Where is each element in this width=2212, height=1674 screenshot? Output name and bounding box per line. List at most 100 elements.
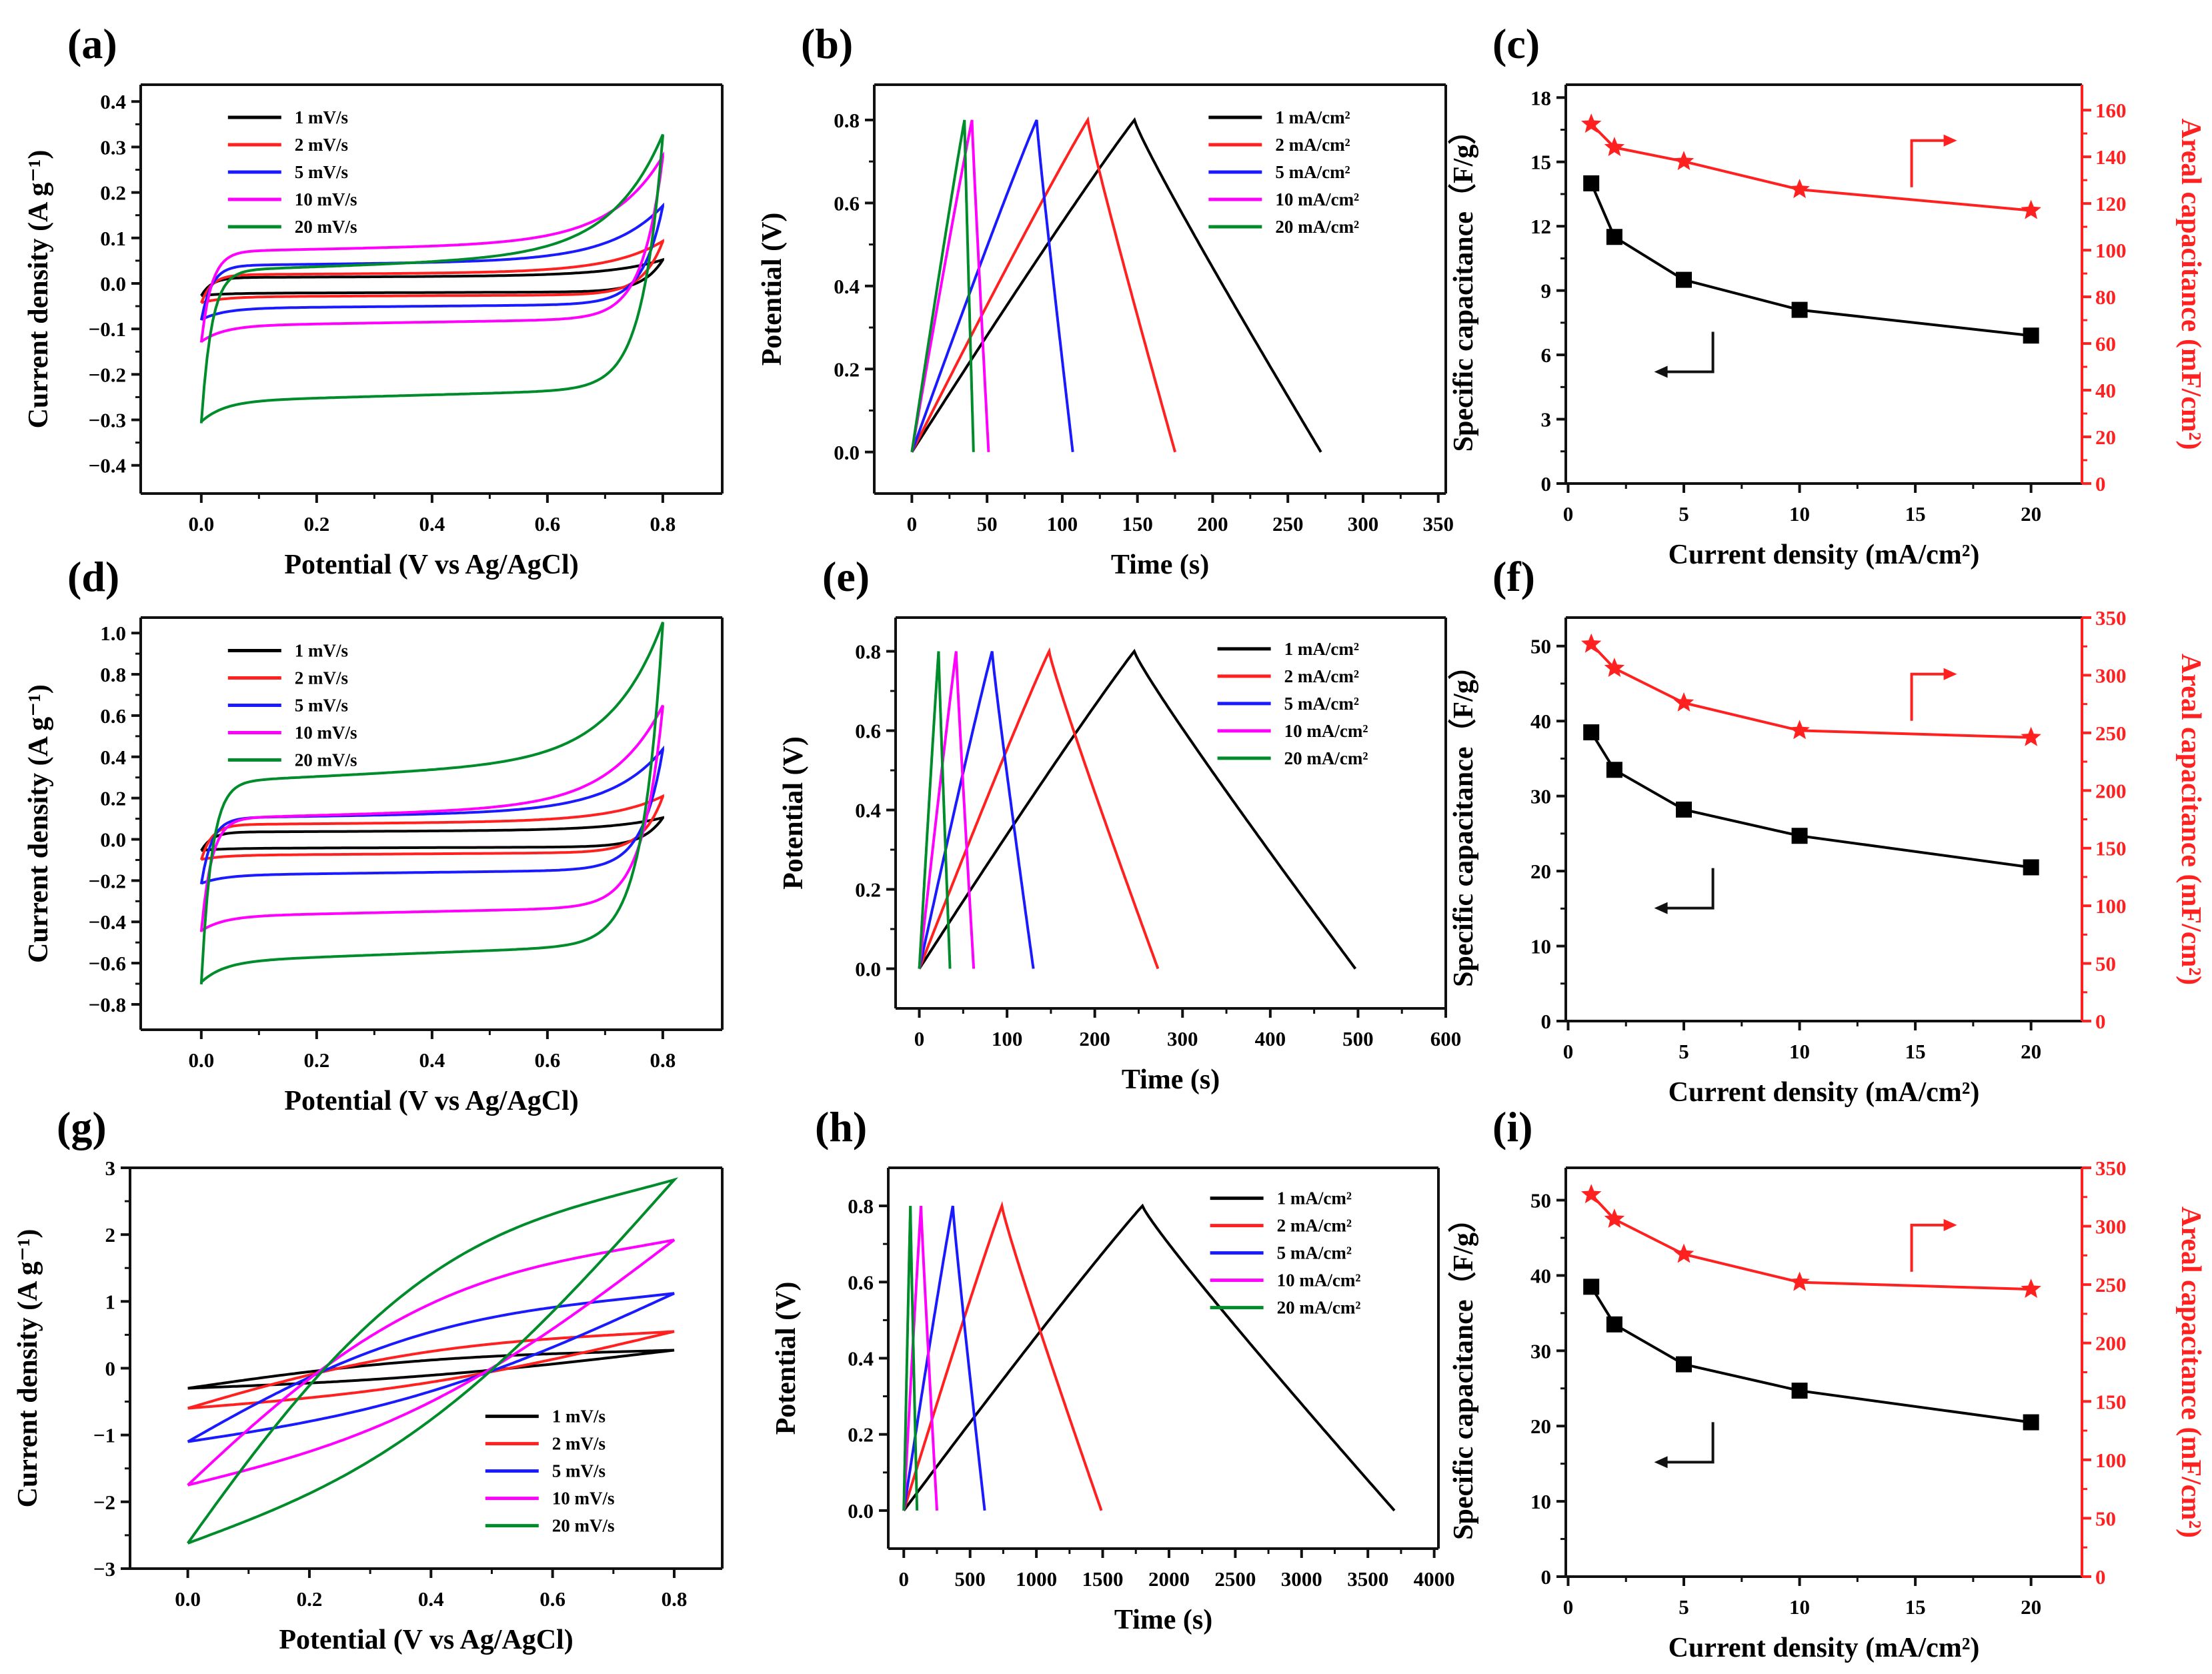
right-arrowhead-icon <box>1943 668 1957 680</box>
series-line-4 <box>187 1238 676 1487</box>
series-line-2 <box>187 1330 675 1410</box>
right-axis-arrow-icon <box>1910 1223 1945 1272</box>
y-tick-label: 40 <box>1530 1264 1551 1287</box>
y2-tick-label: 160 <box>2095 99 2127 122</box>
x-tick-label: 400 <box>1255 1027 1286 1050</box>
square-marker <box>2023 327 2039 344</box>
plot-area <box>186 1177 679 1545</box>
y2-axis-label: Areal capacitance (mF/cm²) <box>2175 119 2206 450</box>
y-tick-label: 0.0 <box>848 1499 874 1523</box>
y-tick-label: 0.4 <box>100 746 126 769</box>
series-line-4 <box>199 151 664 343</box>
x-tick-label: 0.2 <box>303 512 329 536</box>
y2-tick-label: 0 <box>2095 1010 2106 1033</box>
panel-label: (a) <box>67 20 117 67</box>
plot-area <box>199 622 664 985</box>
x-tick-label: 0.6 <box>535 512 561 536</box>
y-tick-label: 6 <box>1541 343 1552 367</box>
x-tick-label: 0.0 <box>188 1048 214 1072</box>
y-tick-label: −0.6 <box>89 952 126 975</box>
y-tick-label: 0.3 <box>100 135 126 159</box>
square-marker <box>1791 1383 1808 1399</box>
x-tick-label: 5 <box>1679 1595 1689 1619</box>
y-tick-label: 15 <box>1530 151 1551 174</box>
x-tick-label: 15 <box>1905 1595 1926 1619</box>
y-tick-label: 0.0 <box>100 828 126 852</box>
y-tick-label: 18 <box>1530 86 1551 109</box>
y2-tick-label: 60 <box>2095 332 2116 355</box>
series-line-1 <box>902 1203 1396 1512</box>
square-marker <box>1676 271 1693 288</box>
y-tick-label: 0.4 <box>848 1347 874 1371</box>
y-tick-label: −0.8 <box>89 993 126 1016</box>
y2-tick-label: 20 <box>2095 426 2116 449</box>
y-tick-label: 0.6 <box>848 1271 874 1294</box>
x-axis-label: Potential (V vs Ag/AgCl) <box>284 550 578 580</box>
y-axis-label: Potential (V) <box>778 736 809 890</box>
right-arrowhead-icon <box>1943 1218 1957 1231</box>
y2-tick-label: 350 <box>2095 606 2127 630</box>
series-line-5 <box>910 119 975 453</box>
legend-label: 1 mV/s <box>295 107 348 127</box>
series-line-5 <box>199 622 664 985</box>
y-tick-label: 0.8 <box>834 109 860 132</box>
legend-label: 20 mA/cm² <box>1284 748 1368 768</box>
y-tick-label: 9 <box>1541 279 1552 303</box>
plot-area <box>1581 633 2041 876</box>
y-axis-label: Potential (V) <box>757 213 788 366</box>
legend: 1 mA/cm² 2 mA/cm² 5 mA/cm² 10 mA/cm² 20 mA/c… <box>1208 107 1359 237</box>
chart-panel-e: (e) 0 100 200 300 400 500 600 0.0 0.2 0.4 0.6 0.8 Tim… <box>778 553 1461 1095</box>
x-tick-label: 15 <box>1905 502 1926 526</box>
x-tick-label: 0.0 <box>188 512 214 536</box>
x-tick-label: 0.4 <box>419 1048 445 1072</box>
x-tick-label: 0.6 <box>535 1048 561 1072</box>
x-tick-label: 2000 <box>1148 1567 1190 1591</box>
y2-tick-label: 300 <box>2095 664 2127 687</box>
panel-label: (c) <box>1492 20 1540 67</box>
y2-tick-label: 0 <box>2095 1565 2106 1589</box>
panel-label: (h) <box>815 1103 867 1150</box>
legend-label: 10 mV/s <box>295 722 357 742</box>
areal-capacitance-line <box>1590 123 2031 212</box>
square-marker <box>1606 229 1622 245</box>
x-axis-label: Time (s) <box>1114 1605 1212 1635</box>
y-axis-label: Specific capacitance（F/g） <box>1448 117 1479 452</box>
series-line-1 <box>910 117 1322 453</box>
y-tick-label: 30 <box>1530 1339 1551 1363</box>
chart-panel-i: (i)0 5 10 15 2001020304050050100150200250300… <box>1448 1103 2206 1663</box>
y2-tick-label: 140 <box>2095 145 2127 169</box>
series-line-5 <box>186 1177 679 1545</box>
right-axis-arrow-icon <box>1910 139 1945 187</box>
y-tick-label: −0.3 <box>89 409 126 432</box>
series-line-2 <box>910 116 1177 453</box>
y-tick-label: 20 <box>1530 1415 1551 1438</box>
x-tick-label: 1000 <box>1016 1567 1057 1591</box>
left-arrowhead-icon <box>1654 365 1668 378</box>
series-line-4 <box>918 651 976 969</box>
y-tick-label: −0.4 <box>89 454 126 478</box>
square-marker <box>1583 175 1600 191</box>
y-tick-label: −0.1 <box>89 317 126 341</box>
y-tick-label: 0.4 <box>100 90 126 113</box>
star-marker <box>1789 1271 1810 1291</box>
x-tick-label: 10 <box>1789 1595 1810 1619</box>
x-tick-label: 10 <box>1789 502 1810 526</box>
specific-capacitance-line <box>1590 1286 2031 1424</box>
x-axis-label: Current density (mA/cm²) <box>1669 540 1980 570</box>
plot-area <box>1581 113 2041 344</box>
panel-label: (b) <box>801 20 853 67</box>
x-tick-label: 200 <box>1197 512 1228 536</box>
legend-label: 2 mV/s <box>295 135 348 155</box>
series-line-4 <box>199 704 664 932</box>
x-tick-label: 600 <box>1430 1027 1462 1050</box>
series-line-1 <box>918 648 1357 970</box>
y2-tick-label: 200 <box>2095 779 2127 802</box>
legend-label: 10 mV/s <box>295 189 357 209</box>
y-tick-label: 12 <box>1530 215 1551 238</box>
y2-axis-label: Areal capacitance (mF/cm²) <box>2175 654 2206 985</box>
areal-capacitance-line <box>1590 643 2031 739</box>
x-tick-label: 0 <box>914 1027 925 1050</box>
series-line-4 <box>902 1205 938 1511</box>
y2-tick-label: 150 <box>2095 837 2127 860</box>
series-line-3 <box>910 119 1074 453</box>
